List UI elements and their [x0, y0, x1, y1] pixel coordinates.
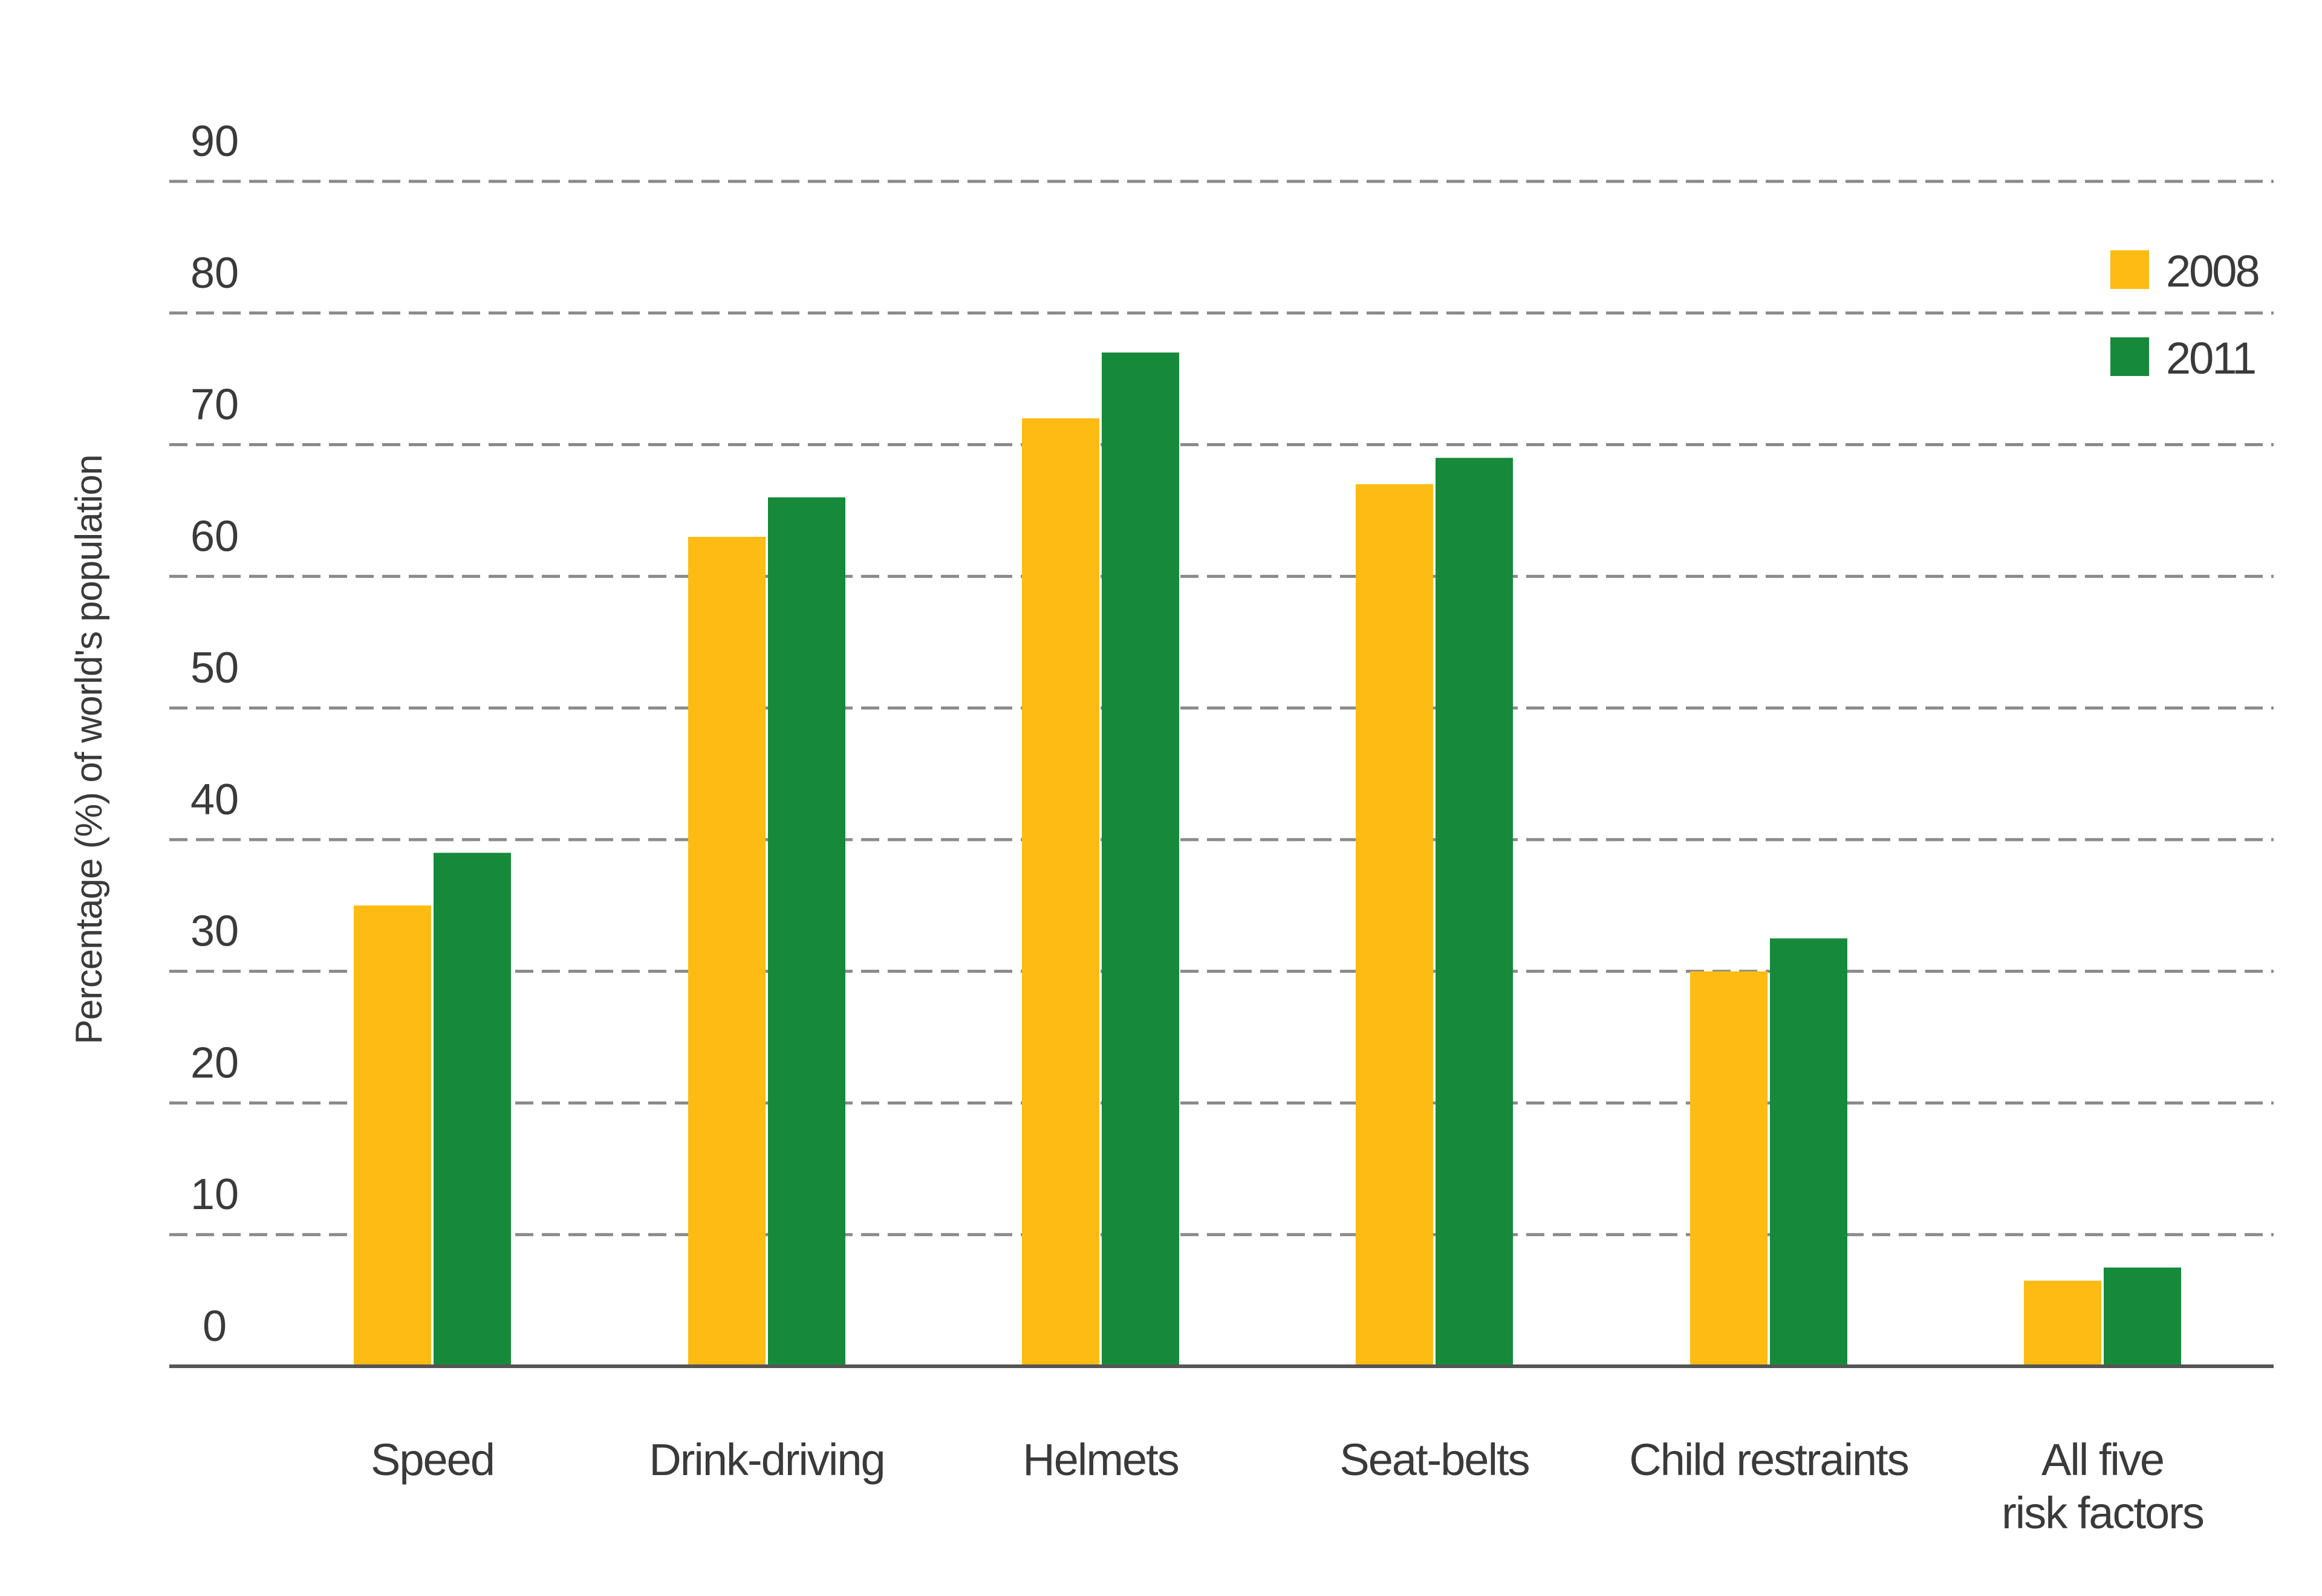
bar-2011-speed — [434, 852, 511, 1366]
y-axis-label: Percentage (%) of world's population — [68, 455, 110, 1044]
y-tick-label: 10 — [190, 1170, 239, 1219]
y-tick-label: 50 — [190, 644, 239, 692]
bar-2008-helmets — [1022, 418, 1099, 1366]
category-label: Seat-belts — [1339, 1435, 1529, 1485]
category-label: Child restraints — [1629, 1435, 1908, 1485]
y-tick-labels: 0 10 20 30 40 50 60 70 80 90 — [190, 117, 239, 1351]
legend-swatch-2011 — [2110, 337, 2149, 376]
bar-2011-seat-belts — [1436, 458, 1513, 1367]
bar-2008-all-five-risk-factors — [2024, 1280, 2101, 1366]
gridlines — [169, 180, 2274, 1236]
y-tick-label: 30 — [190, 907, 239, 956]
y-tick-label: 40 — [190, 776, 239, 824]
y-tick-label: 70 — [190, 381, 239, 429]
y-tick-label: 0 — [203, 1302, 227, 1351]
bar-2011-child-restraints — [1770, 938, 1847, 1366]
category-label: risk factors — [2002, 1488, 2203, 1538]
category-label: Speed — [371, 1435, 494, 1485]
bar-2011-all-five-risk-factors — [2104, 1267, 2181, 1366]
category-labels: Speed Drink-driving Helmets Seat-belts Child… — [371, 1435, 2205, 1538]
bars — [354, 352, 2181, 1367]
y-tick-label: 80 — [190, 249, 239, 297]
legend-label-2011: 2011 — [2166, 333, 2255, 383]
category-label: Drink-driving — [649, 1435, 884, 1485]
bar-2008-seat-belts — [1356, 484, 1433, 1366]
category-label: All five — [2041, 1435, 2164, 1485]
bar-2008-speed — [354, 905, 431, 1366]
legend-label-2008: 2008 — [2166, 246, 2259, 296]
bar-2011-helmets — [1102, 352, 1179, 1366]
y-tick-label: 90 — [190, 117, 239, 166]
bar-2008-drink-driving — [688, 537, 766, 1366]
y-tick-label: 60 — [190, 512, 239, 560]
bar-2011-drink-driving — [768, 497, 845, 1366]
legend: 2008 2011 — [2110, 246, 2260, 383]
legend-swatch-2008 — [2110, 250, 2149, 289]
y-tick-label: 20 — [190, 1039, 239, 1087]
category-label: Helmets — [1023, 1435, 1178, 1485]
bar-2008-child-restraints — [1690, 971, 1768, 1366]
